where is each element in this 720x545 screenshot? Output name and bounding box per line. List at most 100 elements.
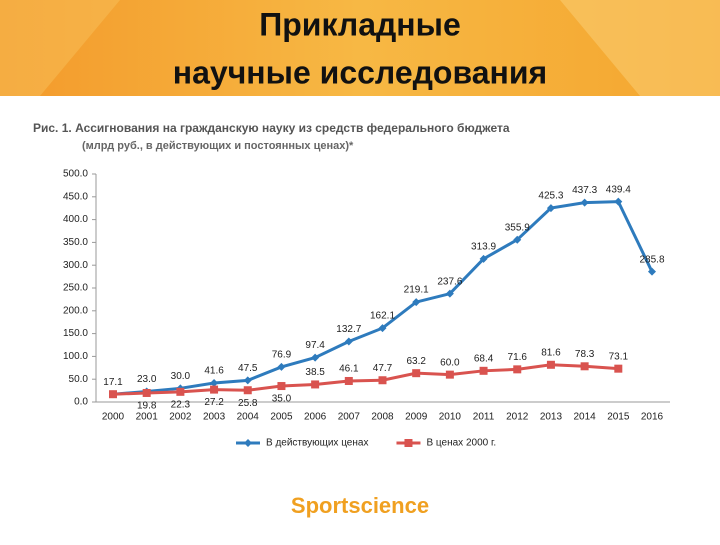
data-label: 76.9	[272, 350, 292, 361]
x-tick-label: 2007	[338, 412, 361, 423]
legend-marker	[404, 439, 413, 447]
chart-subtitle: (млрд руб., в действующих и постоянных ц…	[82, 140, 354, 152]
data-label: 38.5	[305, 367, 325, 378]
legend-label: В действующих ценах	[266, 438, 368, 449]
marker	[378, 376, 387, 385]
data-label: 313.9	[471, 242, 496, 253]
marker	[513, 235, 522, 244]
data-label: 25.8	[238, 398, 258, 409]
data-label: 47.7	[373, 363, 393, 374]
data-label: 68.4	[474, 353, 494, 364]
marker	[513, 365, 522, 374]
marker	[243, 376, 252, 385]
marker	[580, 198, 589, 207]
slide-title: Прикладные	[259, 6, 461, 42]
y-tick-label: 150.0	[63, 328, 88, 339]
y-tick-label: 100.0	[63, 351, 88, 362]
x-tick-label: 2008	[371, 412, 394, 423]
marker	[614, 364, 623, 373]
x-tick-label: 2006	[304, 412, 327, 423]
marker	[479, 366, 488, 375]
x-tick-label: 2015	[607, 412, 630, 423]
marker	[277, 382, 286, 391]
x-tick-label: 2012	[506, 412, 529, 423]
x-tick-label: 2000	[102, 412, 125, 423]
chart-title: Рис. 1. Ассигнования на гражданскую наук…	[33, 121, 510, 135]
marker	[243, 386, 252, 395]
data-label: 437.3	[572, 185, 597, 196]
x-tick-label: 2005	[270, 412, 293, 423]
data-label: 46.1	[339, 364, 359, 375]
marker	[142, 388, 151, 397]
data-label: 132.7	[336, 324, 361, 335]
y-tick-label: 300.0	[63, 260, 88, 271]
data-label: 19.8	[137, 401, 157, 412]
y-tick-label: 450.0	[63, 191, 88, 202]
marker	[210, 385, 219, 394]
slide-title: научные исследования	[173, 54, 547, 90]
x-tick-label: 2003	[203, 412, 226, 423]
data-label: 78.3	[575, 349, 595, 360]
marker	[311, 380, 320, 389]
legend-marker	[244, 439, 252, 447]
marker	[614, 197, 623, 206]
data-label: 162.1	[370, 311, 395, 322]
marker	[445, 289, 454, 298]
x-tick-label: 2002	[169, 412, 192, 423]
brand: Sportscience	[291, 493, 429, 518]
data-label: 60.0	[440, 357, 460, 368]
marker	[176, 387, 185, 396]
marker	[546, 360, 555, 369]
header-decor	[560, 0, 720, 96]
data-label: 73.1	[609, 351, 629, 362]
data-label: 22.3	[171, 399, 191, 410]
data-label: 35.0	[272, 394, 292, 405]
series-line	[112, 363, 619, 396]
marker	[546, 204, 555, 213]
data-label: 81.6	[541, 347, 561, 358]
header-decor	[0, 0, 120, 96]
marker	[109, 390, 117, 399]
data-label: 63.2	[406, 356, 426, 367]
x-tick-label: 2004	[237, 412, 260, 423]
marker	[412, 369, 421, 378]
y-tick-label: 0.0	[74, 397, 88, 408]
data-label: 97.4	[305, 340, 325, 351]
data-label: 439.4	[606, 184, 631, 195]
marker	[344, 337, 353, 346]
data-label: 41.6	[204, 366, 224, 377]
marker	[277, 362, 286, 371]
y-tick-label: 400.0	[63, 214, 88, 225]
legend-label: В ценах 2000 г.	[426, 438, 496, 449]
data-label: 30.0	[171, 371, 191, 382]
data-label: 237.6	[437, 276, 462, 287]
data-label: 219.1	[404, 285, 429, 296]
marker	[648, 267, 656, 276]
marker	[580, 362, 589, 371]
marker	[210, 379, 219, 388]
y-tick-label: 350.0	[63, 237, 88, 248]
data-label: 27.2	[204, 397, 224, 408]
data-label: 47.5	[238, 363, 258, 374]
y-tick-label: 250.0	[63, 283, 88, 294]
marker	[344, 376, 353, 385]
x-tick-label: 2013	[540, 412, 563, 423]
x-tick-label: 2014	[574, 412, 597, 423]
marker	[479, 254, 488, 263]
marker	[378, 324, 387, 333]
x-tick-label: 2011	[473, 412, 495, 423]
x-tick-label: 2001	[136, 412, 159, 423]
data-label: 17.1	[103, 377, 123, 388]
data-label: 425.3	[538, 191, 563, 202]
y-tick-label: 200.0	[63, 305, 88, 316]
data-label: 285.8	[639, 254, 664, 265]
y-tick-label: 500.0	[63, 169, 88, 180]
y-tick-label: 50.0	[69, 374, 89, 385]
x-tick-label: 2010	[439, 412, 462, 423]
data-label: 71.6	[508, 352, 528, 363]
x-tick-label: 2016	[641, 412, 664, 423]
marker	[412, 298, 421, 307]
data-label: 355.9	[505, 222, 530, 233]
data-label: 23.0	[137, 374, 157, 385]
